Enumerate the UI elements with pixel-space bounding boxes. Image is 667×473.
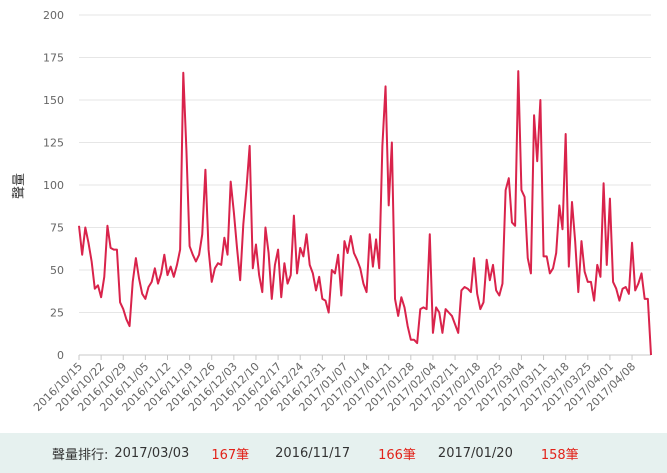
y-tick-label: 25 bbox=[50, 307, 64, 320]
rank-3-date: 2017/01/20 bbox=[437, 445, 513, 461]
rank-2-date: 2016/11/17 bbox=[275, 445, 351, 461]
chart-area: 0 25 50 75 100 125 150 175 200 2016/10/15 2016/10… bbox=[11, 9, 652, 414]
y-tick-label: 175 bbox=[43, 52, 64, 65]
y-tick-label: 125 bbox=[43, 137, 64, 150]
rank-1-count: 167筆 bbox=[211, 447, 250, 463]
y-tick-label: 150 bbox=[43, 94, 64, 107]
y-tick-label: 100 bbox=[43, 179, 64, 192]
rank-1-date: 2017/03/03 bbox=[114, 445, 190, 461]
footer-ranking-bar: 聲量排行: 2017/03/03 167筆 2016/11/17 166筆 20… bbox=[0, 433, 667, 473]
x-axis-ticks: 2016/10/152016/10/222016/10/292016/11/05… bbox=[31, 355, 638, 414]
line-chart: 0 25 50 75 100 125 150 175 200 2016/10/152016/10… bbox=[11, 9, 652, 414]
rank-3-count: 158筆 bbox=[540, 447, 579, 463]
y-tick-label: 200 bbox=[43, 9, 64, 22]
y-tick-label: 75 bbox=[50, 222, 64, 235]
ranking-label: 聲量排行: bbox=[52, 447, 109, 463]
series-line bbox=[78, 70, 652, 356]
y-tick-label: 50 bbox=[50, 264, 64, 277]
grid-lines bbox=[79, 14, 651, 313]
y-axis-ticks: 0 25 50 75 100 125 150 175 200 bbox=[43, 9, 64, 362]
rank-2-count: 166筆 bbox=[378, 447, 416, 463]
y-tick-label: 0 bbox=[57, 349, 64, 362]
y-axis-label: 聲量 bbox=[11, 173, 27, 199]
